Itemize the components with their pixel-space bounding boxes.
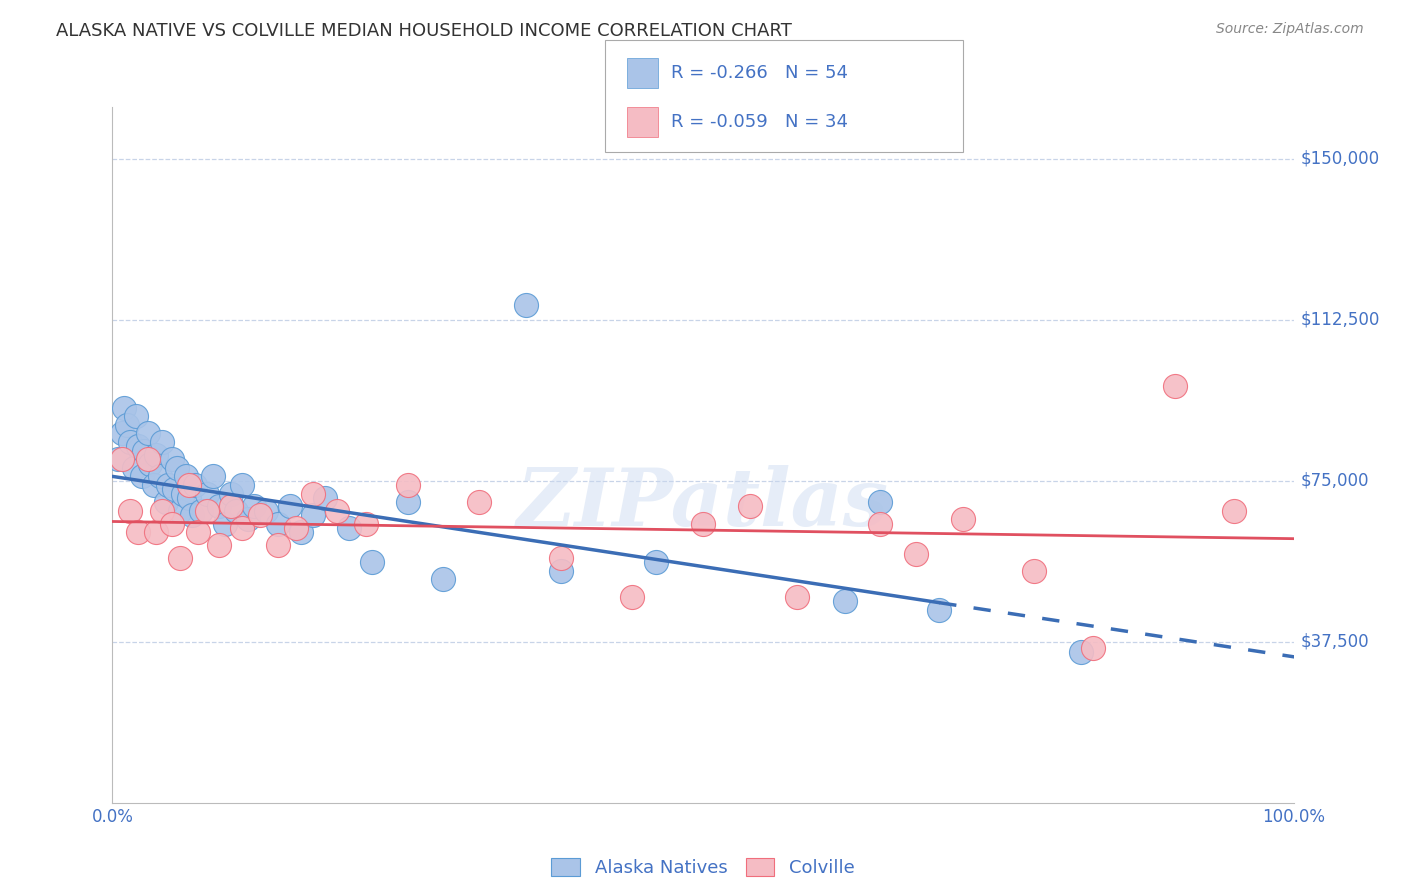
Point: [169, 504, 191, 518]
Text: ZIPatlas: ZIPatlas: [517, 465, 889, 542]
Point: [107, 452, 129, 467]
Point: [186, 525, 208, 540]
Point: [127, 525, 149, 540]
Point: [214, 516, 236, 531]
Point: [174, 469, 197, 483]
Point: [219, 486, 242, 500]
Point: [515, 297, 537, 311]
Point: [952, 512, 974, 526]
Point: [1022, 564, 1045, 578]
Point: [142, 478, 165, 492]
Point: [467, 495, 489, 509]
Point: [136, 426, 159, 441]
Point: [550, 551, 572, 566]
Point: [195, 504, 218, 518]
Point: [111, 452, 134, 467]
Point: [190, 504, 212, 518]
Point: [160, 452, 183, 467]
Point: [150, 504, 173, 518]
Point: [302, 508, 325, 522]
Point: [267, 516, 290, 531]
Point: [644, 555, 666, 569]
Text: Source: ZipAtlas.com: Source: ZipAtlas.com: [1216, 22, 1364, 37]
Point: [225, 504, 247, 518]
Point: [180, 508, 202, 522]
Point: [127, 439, 149, 453]
Point: [120, 435, 142, 450]
Point: [139, 457, 162, 471]
Point: [150, 435, 173, 450]
Point: [928, 602, 950, 616]
Point: [869, 495, 891, 509]
Point: [120, 504, 142, 518]
Point: [208, 538, 231, 552]
Point: [278, 500, 301, 514]
Point: [249, 508, 271, 522]
Point: [122, 460, 145, 475]
Point: [125, 409, 148, 424]
Point: [267, 538, 290, 552]
Point: [179, 478, 201, 492]
Point: [254, 504, 277, 518]
Point: [179, 491, 201, 505]
Point: [361, 555, 384, 569]
Point: [208, 500, 231, 514]
Point: [195, 486, 218, 500]
Point: [786, 590, 808, 604]
Text: $37,500: $37,500: [1301, 632, 1369, 651]
Point: [136, 452, 159, 467]
Point: [131, 469, 153, 483]
Point: [290, 525, 312, 540]
Point: [111, 426, 134, 441]
Text: $150,000: $150,000: [1301, 150, 1379, 168]
Point: [284, 521, 307, 535]
Point: [550, 564, 572, 578]
Text: R = -0.059   N = 34: R = -0.059 N = 34: [671, 113, 848, 131]
Point: [163, 483, 186, 497]
Point: [219, 500, 242, 514]
Point: [621, 590, 644, 604]
Point: [356, 516, 378, 531]
Point: [834, 594, 856, 608]
Point: [337, 521, 360, 535]
Point: [1223, 504, 1246, 518]
Text: $75,000: $75,000: [1301, 472, 1369, 490]
Point: [302, 486, 325, 500]
Point: [396, 495, 419, 509]
Point: [172, 486, 194, 500]
Point: [243, 500, 266, 514]
Point: [201, 469, 224, 483]
Point: [160, 516, 183, 531]
Point: [115, 417, 138, 432]
Point: [231, 478, 253, 492]
Point: [396, 478, 419, 492]
Point: [112, 401, 135, 415]
Text: R = -0.266   N = 54: R = -0.266 N = 54: [671, 64, 848, 82]
Text: $112,500: $112,500: [1301, 310, 1379, 328]
Point: [1164, 379, 1187, 393]
Point: [145, 448, 167, 462]
Point: [145, 525, 167, 540]
Point: [149, 469, 172, 483]
Point: [166, 460, 188, 475]
Text: ALASKA NATIVE VS COLVILLE MEDIAN HOUSEHOLD INCOME CORRELATION CHART: ALASKA NATIVE VS COLVILLE MEDIAN HOUSEHO…: [56, 22, 792, 40]
Point: [184, 478, 207, 492]
Point: [1081, 641, 1104, 656]
Point: [238, 512, 260, 526]
Point: [904, 547, 927, 561]
Point: [1070, 645, 1092, 659]
Point: [326, 504, 349, 518]
Point: [692, 516, 714, 531]
Point: [869, 516, 891, 531]
Point: [231, 521, 253, 535]
Legend: Alaska Natives, Colville: Alaska Natives, Colville: [544, 850, 862, 884]
Point: [156, 478, 179, 492]
Point: [155, 495, 177, 509]
Point: [134, 443, 156, 458]
Point: [740, 500, 762, 514]
Point: [432, 573, 454, 587]
Point: [169, 551, 191, 566]
Point: [314, 491, 336, 505]
